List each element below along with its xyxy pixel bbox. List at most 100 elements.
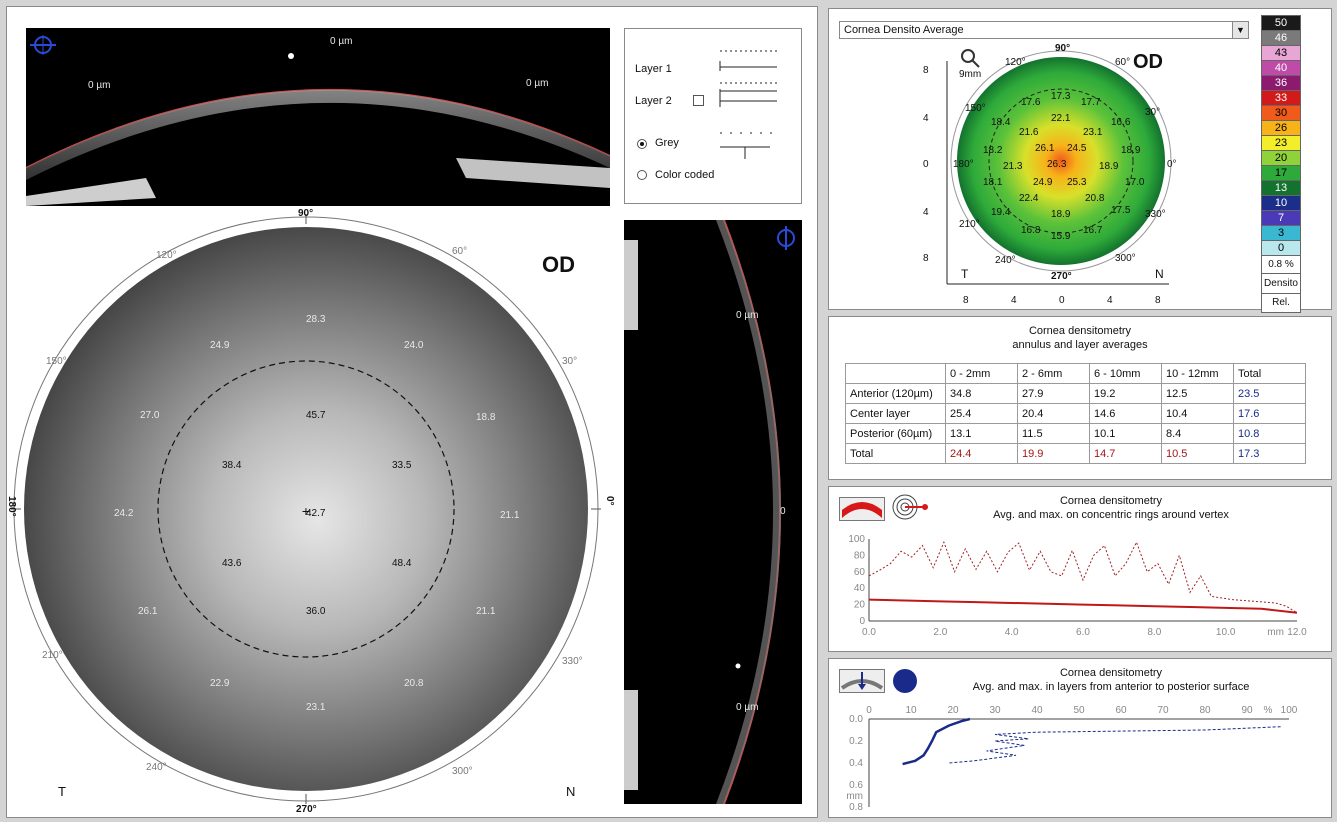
table-header: 0 - 2mm: [945, 363, 1018, 384]
legend-mode[interactable]: Densito: [1262, 274, 1300, 294]
x-tick-label: 2.0: [933, 627, 947, 638]
map-value: 22.9: [210, 678, 230, 689]
layers-chart-title: Cornea densitometry: [1059, 667, 1163, 679]
y-tick-label: 40: [854, 583, 866, 594]
row-label: Anterior (120µm): [845, 383, 946, 404]
top-scheimpflug-image: 0 µm 0 µm 0 µm: [26, 28, 610, 206]
y-tick-label: 20: [854, 600, 866, 611]
x-tick-label: 8.0: [1147, 627, 1161, 638]
temporal-label: T: [58, 784, 66, 799]
layer2-checkbox[interactable]: [693, 95, 704, 106]
grey-densitometry-map: + 90° 60° 30° 0° 330° 300° 270° 240° 210…: [6, 206, 618, 818]
table-header: 2 - 6mm: [1017, 363, 1090, 384]
map-value: 24.9: [1033, 177, 1053, 188]
legend-swatch: 40: [1262, 61, 1300, 76]
angle-label-120: 120°: [156, 250, 177, 261]
layer2-label[interactable]: Layer 2: [635, 95, 672, 107]
x-unit-label: %: [1264, 705, 1273, 716]
angle-label-30: 30°: [562, 356, 578, 367]
layers-chart-subtitle: Avg. and max. in layers from anterior to…: [972, 681, 1250, 693]
angle-label: 120°: [1005, 57, 1026, 68]
y-tick-label: 0.4: [849, 758, 863, 769]
legend-swatch: 50: [1262, 16, 1300, 31]
x-tick-label: 60: [1115, 705, 1127, 716]
x-tick-label: 0: [866, 705, 872, 716]
map-value: 17.0: [1125, 177, 1145, 188]
table-subtitle: annulus and layer averages: [1012, 339, 1148, 351]
y-tick: 8: [923, 65, 929, 76]
grey-label[interactable]: Grey: [655, 137, 679, 149]
grey-map-canvas: +: [11, 214, 601, 804]
layer-disc-icon[interactable]: [891, 667, 919, 695]
map-value: 33.5: [392, 460, 412, 471]
y-tick-label: 0.0: [849, 714, 863, 725]
table-panel: Cornea densitometry annulus and layer av…: [828, 316, 1332, 480]
map-value: 18.9: [1051, 209, 1071, 220]
angle-label-60: 60°: [452, 246, 468, 257]
map-value: 26.1: [1035, 143, 1055, 154]
y-tick: 0: [923, 159, 929, 170]
legend-swatch: 26: [1262, 121, 1300, 136]
x-tick-label: 40: [1031, 705, 1043, 716]
rings-target-icon[interactable]: [891, 493, 931, 523]
series-line-2: [948, 726, 1281, 764]
table-row: Anterior (120µm) 34.8 27.9 19.2 12.5 23.…: [845, 383, 1306, 404]
angle-label: 60°: [1115, 57, 1131, 68]
map-value: 26.3: [1047, 159, 1067, 170]
crosshair-icon[interactable]: [774, 226, 798, 250]
top-scan-label: 0 µm: [88, 80, 111, 91]
map-value: 17.5: [1111, 205, 1131, 216]
map-value: 16.6: [1111, 117, 1131, 128]
y-tick-label: 0: [859, 616, 865, 627]
legend-swatch: 13: [1262, 181, 1300, 196]
map-value: 17.6: [1021, 97, 1041, 108]
layer1-label[interactable]: Layer 1: [635, 63, 672, 75]
x-tick: 8: [963, 295, 969, 306]
series-line-1: [868, 540, 1298, 614]
legend-swatch: 33: [1262, 91, 1300, 106]
map-value: 22.4: [1019, 193, 1039, 204]
legend-swatch: 43: [1262, 46, 1300, 61]
grey-radio[interactable]: [637, 139, 647, 149]
table-total-cell: 23.5: [1233, 383, 1306, 404]
map-value: 36.0: [306, 606, 326, 617]
color-map-canvas: [946, 50, 1172, 285]
map-value: 18.4: [991, 117, 1011, 128]
layer-direction-icon[interactable]: [839, 669, 885, 693]
map-value: 24.5: [1067, 143, 1087, 154]
angle-label-300: 300°: [452, 766, 473, 777]
map-value: 26.1: [138, 606, 158, 617]
y-tick-label: 100: [848, 534, 865, 545]
cornea-profile-icon[interactable]: [839, 497, 885, 521]
angle-label-90: 90°: [298, 208, 314, 219]
layer-options-box: Layer 1 Layer 2 Grey Color coded: [624, 28, 802, 204]
angle-label-210: 210°: [42, 650, 63, 661]
eye-label: OD: [1133, 51, 1163, 73]
legend-rel[interactable]: Rel.: [1262, 294, 1300, 312]
map-value: 18.2: [983, 145, 1003, 156]
table-cell: 10.4: [1161, 403, 1234, 424]
x-tick-label: 100: [1281, 705, 1298, 716]
map-value: 45.7: [306, 410, 326, 421]
x-tick: 4: [1011, 295, 1017, 306]
color-coded-label[interactable]: Color coded: [655, 169, 715, 181]
legend-swatch: 20: [1262, 151, 1300, 166]
map-type-dropdown[interactable]: Cornea Densito Average ▼: [839, 21, 1249, 39]
x-tick-label: 12.0: [1287, 627, 1307, 638]
table-total-cell: 17.3: [1233, 443, 1306, 464]
color-coded-radio[interactable]: [637, 170, 647, 180]
table-row: Center layer 25.4 20.4 14.6 10.4 17.6: [845, 403, 1306, 424]
map-value: 19.4: [991, 207, 1011, 218]
map-value: 18.8: [476, 412, 496, 423]
legend-swatch: 36: [1262, 76, 1300, 91]
x-tick-label: 30: [989, 705, 1001, 716]
layer1-diagram-icon: [719, 50, 777, 71]
crosshair-icon[interactable]: [30, 32, 56, 58]
zoom-icon[interactable]: [959, 47, 981, 69]
chevron-down-icon[interactable]: ▼: [1232, 22, 1248, 38]
map-value: 18.9: [1121, 145, 1141, 156]
legend-percent: 0.8 %: [1262, 256, 1300, 274]
top-scan-label: 0 µm: [526, 78, 549, 89]
map-value: 27.0: [140, 410, 160, 421]
angle-label-0: 0°: [604, 496, 615, 506]
